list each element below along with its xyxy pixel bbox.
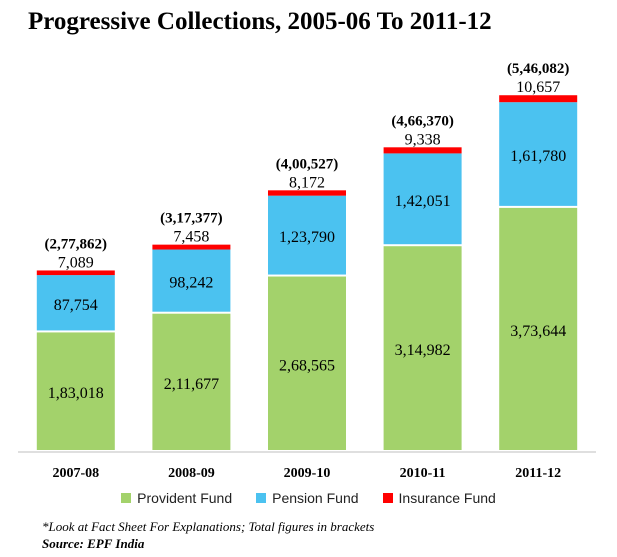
legend-swatch [121,493,132,503]
x-tick-label-2011-12: 2011-12 [515,466,561,481]
data-label-provident-fund-2009-10: 2,68,565 [279,357,335,374]
data-label-pension-fund-2008-09: 98,242 [169,275,213,292]
x-tick-label-2008-09: 2008-09 [168,466,215,481]
total-label-2009-10: (4,00,527) [276,156,339,172]
bar-insurance-fund-2009-10 [268,190,346,196]
data-label-insurance-fund-2009-10: 8,172 [289,174,325,191]
legend-label: Pension Fund [272,490,359,506]
total-label-2010-11: (4,66,370) [391,113,454,129]
data-label-pension-fund-2011-12: 1,61,780 [510,148,566,165]
legend-label: Provident Fund [137,490,233,506]
data-label-pension-fund-2007-08: 87,754 [54,297,98,314]
data-label-insurance-fund-2010-11: 9,338 [405,131,441,148]
data-label-provident-fund-2008-09: 2,11,677 [164,376,219,393]
total-label-2007-08: (2,77,862) [45,236,108,252]
bar-insurance-fund-2011-12 [499,95,578,103]
bar-provident-fund-2007-08 [36,332,115,450]
legend-item-insurance-fund: Insurance Fund [382,490,496,506]
data-label-provident-fund-2011-12: 3,73,644 [510,323,566,340]
bar-insurance-fund-2010-11 [383,147,462,154]
bar-pension-fund-2011-12 [499,102,578,206]
bar-provident-fund-2008-09 [152,313,231,450]
legend-item-provident-fund: Provident Fund [121,490,232,506]
bar-provident-fund-2011-12 [499,207,578,450]
source-note: Source: EPF India [42,536,145,551]
data-label-provident-fund-2007-08: 1,83,018 [48,385,104,402]
chart-title: Progressive Collections, 2005-06 To 2011… [28,8,492,35]
bar-insurance-fund-2007-08 [36,270,115,276]
bar-insurance-fund-2008-09 [152,244,231,250]
legend-swatch [382,493,393,503]
legend-swatch [256,493,267,503]
legend-label: Insurance Fund [398,490,496,506]
data-label-insurance-fund-2011-12: 10,657 [516,79,560,96]
bar-provident-fund-2009-10 [268,276,346,450]
bar-pension-fund-2009-10 [268,195,346,275]
chart-legend: Provident Fund Pension Fund Insurance Fund [0,490,617,506]
data-label-provident-fund-2010-11: 3,14,982 [395,342,451,359]
footnote: *Look at Fact Sheet For Explanations; To… [42,519,375,534]
data-label-pension-fund-2009-10: 1,23,790 [279,229,335,246]
data-label-insurance-fund-2007-08: 7,089 [58,254,94,271]
total-label-2011-12: (5,46,082) [507,61,570,77]
data-label-pension-fund-2010-11: 1,42,051 [395,193,451,210]
bar-pension-fund-2008-09 [152,249,231,312]
data-label-insurance-fund-2008-09: 7,458 [173,229,209,246]
legend-item-pension-fund: Pension Fund [256,490,359,506]
x-tick-label-2009-10: 2009-10 [284,466,331,481]
bar-provident-fund-2010-11 [383,246,462,450]
bar-pension-fund-2010-11 [383,153,462,245]
x-tick-label-2010-11: 2010-11 [400,466,446,481]
bar-pension-fund-2007-08 [36,275,115,331]
x-tick-label-2007-08: 2007-08 [52,466,99,481]
total-label-2008-09: (3,17,377) [160,211,223,227]
